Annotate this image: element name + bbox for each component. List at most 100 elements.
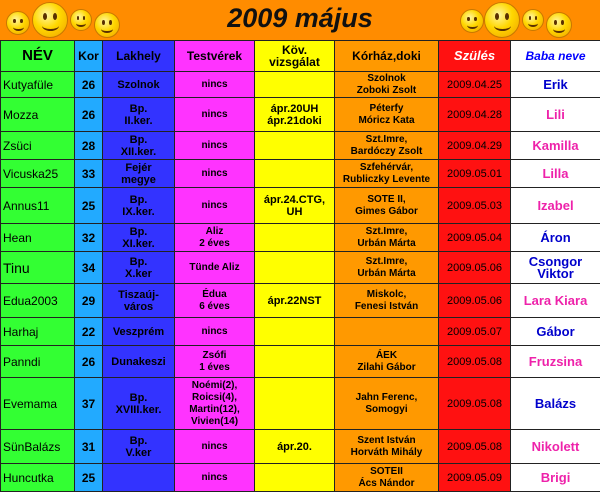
header-lakhely: Lakhely [103,41,175,72]
cell-baba: Nikolett [511,430,600,464]
cell-lakhely: Veszprém [103,318,175,346]
cell-szules: 2009.05.09 [439,464,511,492]
cell-nev: Vicuska25 [1,160,75,188]
cell-kor: 26 [75,72,103,98]
cell-kor: 28 [75,132,103,160]
header-korhaz: Kórház,doki [335,41,439,72]
cell-nev: SünBalázs [1,430,75,464]
cell-lakhely: Fejér megye [103,160,175,188]
cell-szules: 2009.05.08 [439,430,511,464]
cell-baba: Kamilla [511,132,600,160]
cell-korhaz: Szolnok Zoboki Zsolt [335,72,439,98]
cell-testverek: Zsófi 1 éves [175,346,255,378]
cell-testverek: Aliz 2 éves [175,224,255,252]
cell-vizsgalat [255,224,335,252]
cell-lakhely: Bp. XII.ker. [103,132,175,160]
cell-korhaz: SOTE II, Gimes Gábor [335,188,439,224]
cell-szules: 2009.05.06 [439,284,511,318]
cell-lakhely: Szolnok [103,72,175,98]
cell-lakhely: Bp. IX.ker. [103,188,175,224]
header-nev: NÉV [1,41,75,72]
cell-nev: Hean [1,224,75,252]
cell-korhaz: SOTEII Ács Nándor [335,464,439,492]
cell-baba: Gábor [511,318,600,346]
cell-vizsgalat [255,318,335,346]
cell-lakhely: Bp. XI.ker. [103,224,175,252]
cell-korhaz: Péterfy Móricz Kata [335,98,439,132]
cell-korhaz: Szent István Horváth Mihály [335,430,439,464]
cell-korhaz [335,318,439,346]
cell-lakhely: Bp. XVIII.ker. [103,378,175,430]
cell-lakhely: Dunakeszi [103,346,175,378]
header-kor: Kor [75,41,103,72]
cell-vizsgalat [255,378,335,430]
cell-korhaz: Szt.Imre, Bardóczy Zsolt [335,132,439,160]
header-vizsgalat: Köv. vizsgálat [255,41,335,72]
cell-nev: Panndi [1,346,75,378]
cell-vizsgalat [255,132,335,160]
cell-testverek: Tünde Aliz [175,252,255,284]
cell-baba: Izabel [511,188,600,224]
birth-table: NÉV Kor Lakhely Testvérek Köv. vizsgálat… [0,40,600,492]
cell-nev: Edua2003 [1,284,75,318]
cell-baba: Lilla [511,160,600,188]
cell-kor: 22 [75,318,103,346]
cell-nev: Kutyafüle [1,72,75,98]
cell-vizsgalat: ápr.22NST [255,284,335,318]
cell-testverek: nincs [175,318,255,346]
cell-kor: 25 [75,464,103,492]
cell-szules: 2009.04.28 [439,98,511,132]
cell-szules: 2009.04.29 [439,132,511,160]
cell-nev: Evemama [1,378,75,430]
cell-lakhely: Bp. II.ker. [103,98,175,132]
cell-baba: Lili [511,98,600,132]
header-testverek: Testvérek [175,41,255,72]
cell-testverek: nincs [175,160,255,188]
cell-korhaz: Miskolc, Fenesi István [335,284,439,318]
cell-vizsgalat [255,252,335,284]
cell-vizsgalat: ápr.24.CTG, UH [255,188,335,224]
smiley-icon [484,2,520,38]
cell-vizsgalat [255,464,335,492]
cell-korhaz: Szt.Imre, Urbán Márta [335,224,439,252]
cell-testverek: nincs [175,72,255,98]
cell-lakhely [103,464,175,492]
cell-kor: 32 [75,224,103,252]
smiley-icon [522,9,544,31]
cell-kor: 34 [75,252,103,284]
cell-szules: 2009.04.25 [439,72,511,98]
cell-baba: Erik [511,72,600,98]
cell-baba: Lara Kiara [511,284,600,318]
cell-szules: 2009.05.01 [439,160,511,188]
cell-nev: Huncutka [1,464,75,492]
smiley-icon [460,9,484,33]
cell-nev: Tinu [1,252,75,284]
cell-vizsgalat: ápr.20. [255,430,335,464]
title-banner: 2009 május [0,0,600,40]
cell-nev: Annus11 [1,188,75,224]
cell-szules: 2009.05.03 [439,188,511,224]
header-baba: Baba neve [511,41,600,72]
cell-vizsgalat [255,72,335,98]
cell-nev: Mozza [1,98,75,132]
cell-baba: Áron [511,224,600,252]
cell-kor: 31 [75,430,103,464]
cell-korhaz: ÁEK Zilahi Gábor [335,346,439,378]
cell-kor: 37 [75,378,103,430]
cell-baba: Brigi [511,464,600,492]
cell-vizsgalat [255,346,335,378]
cell-korhaz: Szt.Imre, Urbán Márta [335,252,439,284]
cell-testverek: nincs [175,464,255,492]
